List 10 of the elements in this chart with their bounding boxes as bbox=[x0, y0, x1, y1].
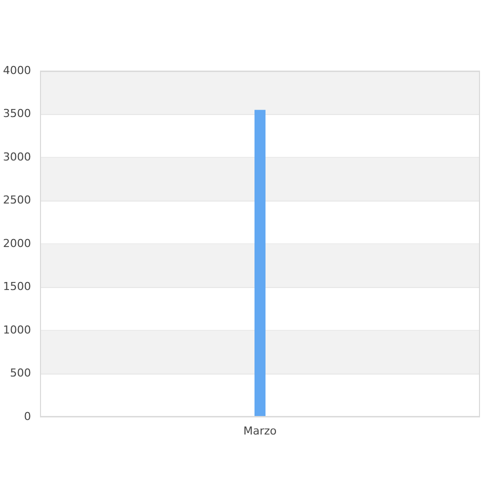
x-tick-label: Marzo bbox=[243, 424, 277, 438]
y-tick-label: 2500 bbox=[3, 194, 31, 207]
y-tick-label: 1000 bbox=[3, 323, 31, 336]
y-tick-label: 4000 bbox=[3, 64, 31, 77]
y-tick-label: 3000 bbox=[3, 150, 31, 164]
y-tick-label: 3500 bbox=[3, 107, 31, 120]
y-tick-label: 1500 bbox=[3, 280, 31, 294]
y-tick-label: 500 bbox=[10, 366, 31, 380]
y-tick-label: 0 bbox=[24, 410, 31, 423]
y-tick-label: 2000 bbox=[3, 236, 31, 250]
